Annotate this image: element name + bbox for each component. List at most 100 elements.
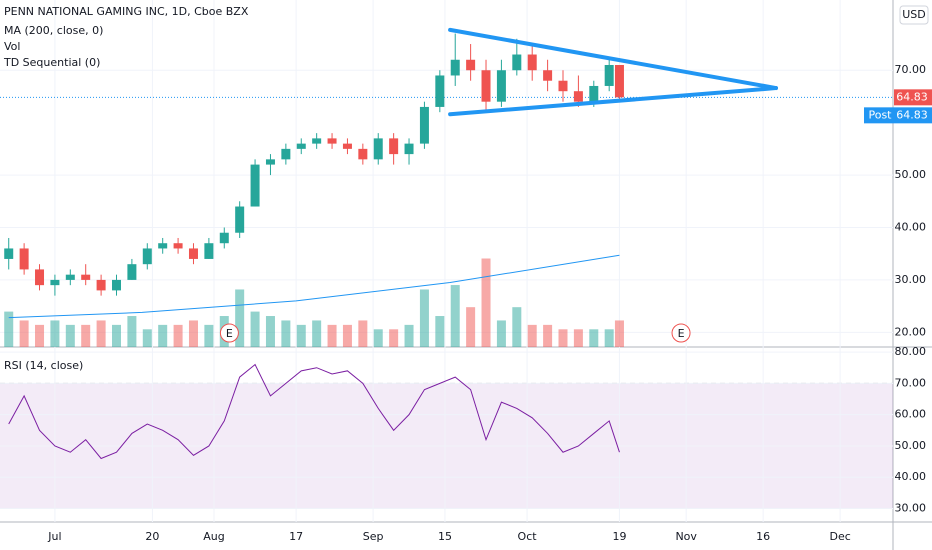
candle-body [389, 138, 399, 155]
volume-bar [188, 320, 198, 347]
trendline [448, 27, 778, 91]
volume-bar [112, 324, 122, 347]
volume-bar [342, 324, 352, 347]
x-tick-label: 16 [756, 530, 770, 543]
candle-body [543, 70, 553, 81]
rsi-tick-label: 40.00 [895, 470, 927, 483]
post-box [864, 107, 932, 124]
candle-body [142, 248, 152, 265]
candle-body [435, 75, 445, 107]
indicator-label: TD Sequential (0) [3, 56, 100, 69]
volume-bar [558, 329, 568, 347]
volume-bar [435, 316, 445, 347]
volume-bar [281, 320, 291, 347]
candle-body [204, 243, 214, 259]
candle-body [4, 248, 14, 259]
x-tick-label: Dec [829, 530, 850, 543]
volume-bar [204, 324, 214, 347]
post-label: Post [868, 108, 892, 121]
earnings-label: E [226, 327, 233, 340]
volume-bar [312, 320, 322, 347]
volume-bar [573, 329, 583, 347]
volume-bar [373, 329, 383, 347]
candle-body [614, 64, 624, 98]
earnings-marker [219, 323, 239, 343]
volume-bar [327, 324, 337, 347]
y-tick-label: 30.00 [895, 273, 927, 286]
candle-body [419, 106, 429, 144]
candle-body [173, 243, 183, 249]
rsi-tick-label: 70.00 [895, 376, 927, 389]
y-tick-label: 40.00 [895, 220, 927, 233]
candle-body [188, 248, 198, 259]
candle-body [112, 279, 122, 291]
candle-body [235, 206, 245, 233]
post-price-label: 64.83 [896, 108, 928, 121]
candle-body [604, 64, 614, 86]
earnings-label: E [678, 327, 685, 340]
plot [0, 0, 893, 522]
x-tick-label: 17 [289, 530, 303, 543]
candle-body [312, 138, 322, 144]
volume-bar [512, 307, 522, 347]
volume-bar [358, 320, 368, 347]
volume-bar [543, 324, 553, 347]
indicator-label: Vol [4, 40, 20, 53]
candle-body [158, 243, 168, 249]
x-tick-label: 20 [145, 530, 159, 543]
rsi-tick-label: 60.00 [895, 408, 927, 421]
candle-body [450, 59, 460, 76]
x-tick-label: 19 [612, 530, 626, 543]
candle-body [250, 164, 260, 207]
ma-line [8, 254, 620, 319]
candle-body [558, 80, 568, 92]
candle-body [466, 59, 476, 71]
currency-box [899, 5, 929, 25]
candle-body [358, 148, 368, 160]
volume-bar [96, 320, 106, 347]
candle-body [573, 91, 583, 102]
candle-body [512, 54, 522, 71]
x-tick-label: Aug [203, 530, 224, 543]
x-tick-label: 15 [438, 530, 452, 543]
volume-bar [450, 285, 460, 347]
volume-bar [81, 324, 91, 347]
candle-body [19, 248, 29, 270]
candle-body [35, 269, 45, 286]
candle-body [96, 279, 106, 291]
volume-bar [466, 307, 476, 347]
candle-body [127, 264, 137, 280]
candle-body [404, 143, 414, 155]
volume-bar [173, 324, 183, 347]
volume-bar [404, 324, 414, 347]
candle-body [65, 274, 75, 280]
volume-bar [250, 311, 260, 347]
candle-body [481, 70, 491, 102]
candle-body [342, 143, 352, 149]
volume-bar [4, 311, 14, 347]
volume-bar [50, 320, 60, 347]
candle-body [81, 274, 91, 280]
currency-label: USD [902, 8, 926, 21]
volume-bar [127, 316, 137, 347]
y-tick-label: 70.00 [895, 63, 927, 76]
rsi-tick-label: 50.00 [895, 439, 927, 452]
volume-bar [604, 329, 614, 347]
volume-bar [614, 320, 624, 347]
volume-bar [235, 289, 245, 347]
volume-bar [589, 329, 599, 347]
volume-bar [158, 324, 168, 347]
x-tick-label: Jul [47, 530, 61, 543]
candle-body [265, 159, 275, 165]
candle-body [589, 85, 599, 102]
last-price-label: 64.83 [896, 90, 928, 103]
rsi-tick-label: 30.00 [895, 502, 927, 515]
x-tick-label: Nov [675, 530, 697, 543]
candle-body [296, 143, 306, 149]
candle-body [327, 138, 337, 144]
candle-body [373, 138, 383, 160]
last-price-box [894, 89, 932, 106]
volume-bar [419, 289, 429, 347]
